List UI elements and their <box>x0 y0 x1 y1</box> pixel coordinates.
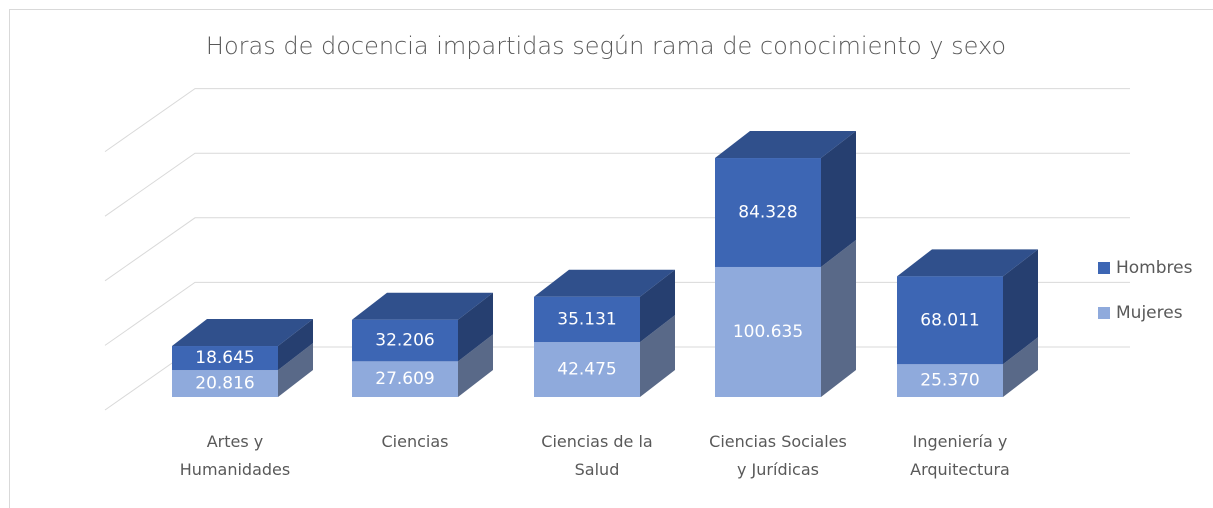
x-tick-label: Artes y Humanidades <box>179 432 291 479</box>
bar-side <box>821 239 856 397</box>
bar <box>172 346 278 371</box>
bar-top <box>897 249 1038 277</box>
bar-side <box>458 292 493 362</box>
bar-side <box>1003 337 1038 397</box>
x-tick-label: Ciencias Sociales y Jurídicas <box>709 432 847 479</box>
data-label: 68.011 <box>920 310 979 330</box>
legend-label: Mujeres <box>1116 303 1183 323</box>
grid-line <box>104 88 1130 153</box>
data-label: 42.475 <box>557 360 616 380</box>
chart-title: Horas de docencia impartidas según rama … <box>206 32 1006 60</box>
x-tick-label: Ciencias <box>381 432 449 451</box>
grid-line <box>104 152 1130 217</box>
data-label: 20.816 <box>195 374 254 394</box>
x-tick-label: Ciencias de la Salud <box>541 432 653 479</box>
bar-side <box>278 343 313 397</box>
bar-top <box>172 319 313 347</box>
bar <box>352 319 458 362</box>
chart-border <box>9 9 1213 508</box>
bar <box>534 342 640 397</box>
bar <box>715 158 821 267</box>
legend-label: Hombres <box>1116 258 1193 278</box>
legend-swatch <box>1098 307 1110 319</box>
bar-side <box>640 269 675 343</box>
data-label: 18.645 <box>195 348 254 368</box>
bar <box>715 266 821 397</box>
bar-side <box>278 319 313 371</box>
x-tick-label: Ingeniería y Arquitectura <box>910 432 1010 479</box>
bar-side <box>640 315 675 397</box>
bar <box>897 364 1003 397</box>
bar-top <box>715 131 856 159</box>
data-label: 25.370 <box>920 371 979 391</box>
data-label: 100.635 <box>733 322 803 342</box>
bar-side <box>821 131 856 267</box>
bar-side <box>458 334 493 397</box>
bar <box>534 296 640 343</box>
data-label: 27.609 <box>375 369 434 389</box>
bar-top <box>352 292 493 320</box>
bar-top <box>534 269 675 297</box>
data-label: 35.131 <box>557 309 616 329</box>
data-label: 84.328 <box>738 203 797 223</box>
bar <box>897 276 1003 365</box>
legend-swatch <box>1098 262 1110 274</box>
data-label: 32.206 <box>375 331 434 351</box>
bar <box>352 361 458 397</box>
bar-side <box>1003 249 1038 365</box>
bar <box>172 370 278 397</box>
